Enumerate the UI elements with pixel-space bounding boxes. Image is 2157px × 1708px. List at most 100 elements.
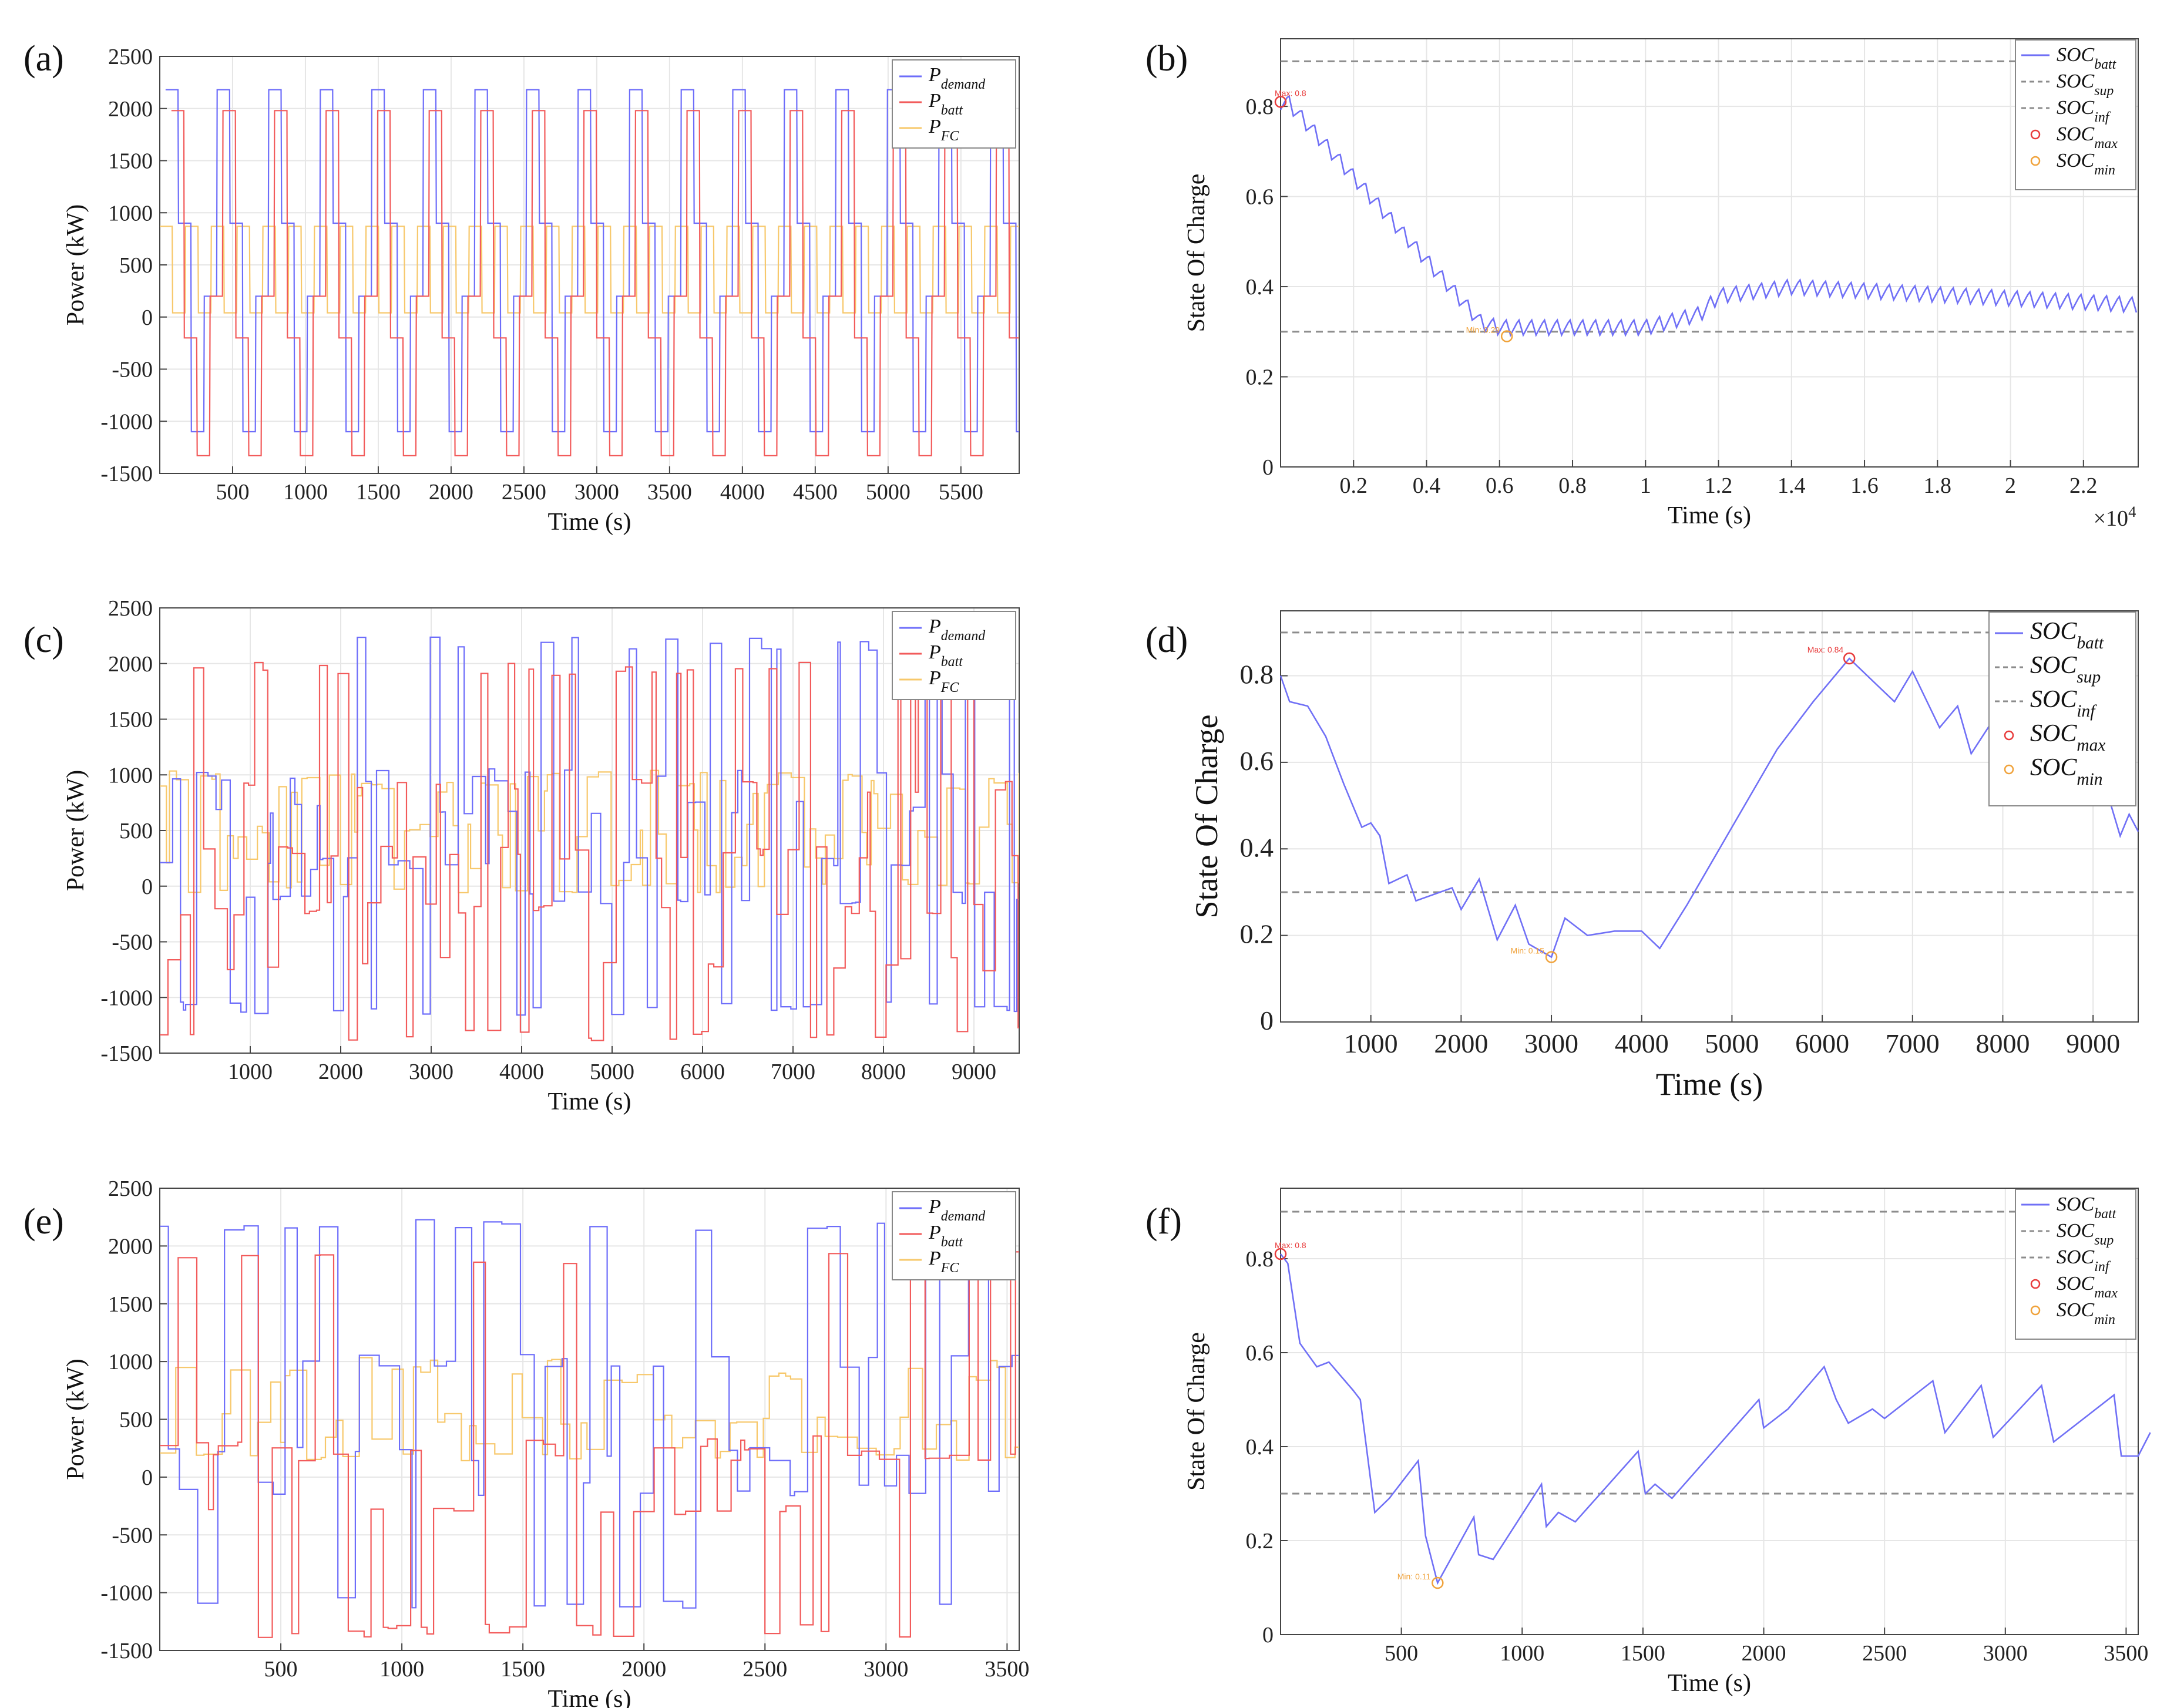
x-tick-label: 2 [2005, 473, 2016, 498]
y-tick-label: 2000 [108, 97, 153, 122]
y-tick-label: -1000 [100, 986, 153, 1010]
y-tick-label: 0 [1262, 455, 1274, 480]
legend-marker [2030, 1279, 2041, 1289]
x-tick-label: 2000 [1742, 1641, 1786, 1666]
x-tick-label: 7000 [1886, 1028, 1940, 1058]
y-tick-label: 0.2 [1246, 365, 1274, 390]
x-tick-label: 2000 [429, 480, 473, 505]
chart-e: 500 1000 1500 2000 2500 3000 3500 -1500 -1000 -50… [23, 1176, 1029, 1708]
soc-min-marker [1500, 330, 1513, 342]
y-tick-label: 0.4 [1240, 832, 1274, 862]
legend-marker [2004, 730, 2014, 741]
legend-entry-batt: SOCbatt [2030, 618, 2104, 653]
x-tick-label: 5000 [1705, 1028, 1759, 1058]
legend-entry-max: SOCmax [2030, 720, 2105, 755]
y-tick-label: -500 [112, 930, 153, 955]
legend-entry-inf: SOCinf [2030, 686, 2097, 721]
legend-entry-demand: Pdemand [928, 1196, 985, 1224]
soc-batt-line [1279, 95, 2138, 337]
y-tick-label: 1000 [108, 1350, 153, 1374]
y-tick-label: 0 [1260, 1006, 1274, 1035]
x-tick-label: 2500 [742, 1657, 787, 1682]
x-tick-label: 0.2 [1340, 473, 1368, 498]
y-tick-label: -1500 [100, 1041, 153, 1066]
x-tick-label: 1000 [1500, 1641, 1544, 1666]
soc-batt-line [1279, 1253, 2151, 1585]
x-tick-label: 2.2 [2069, 473, 2098, 498]
plot-frame [1280, 1188, 2139, 1635]
legend-marker [2004, 764, 2014, 775]
x-tick-label: 3000 [409, 1060, 453, 1084]
x-tick-label: 3000 [864, 1657, 908, 1682]
y-tick-label: 2500 [108, 45, 153, 69]
x-tick-label: 2500 [502, 480, 546, 505]
x-tick-label: 3500 [2104, 1641, 2148, 1666]
series-line-p-fc [160, 226, 1019, 314]
soc-max-marker [1274, 96, 1287, 108]
legend-entry-batt: SOCbatt [2057, 1193, 2117, 1222]
y-tick-label: 0.2 [1246, 1529, 1274, 1554]
legend-entry-demand: Pdemand [928, 616, 985, 644]
series-line-p-batt [160, 661, 1019, 1041]
x-tick-label: 8000 [861, 1060, 906, 1084]
legend-entry-fc: PFC [928, 667, 959, 695]
soc-max-label: Max: 0.8 [1275, 88, 1306, 97]
x-tick-label: 3000 [574, 480, 619, 505]
panel-label: (d) [1145, 620, 1188, 660]
y-tick-label: 500 [119, 253, 153, 278]
legend-box [892, 59, 1016, 149]
soc-max-marker [1274, 1248, 1287, 1260]
y-tick-label: 1500 [108, 708, 153, 732]
legend-marker [2030, 129, 2041, 140]
y-tick-label: 2000 [108, 652, 153, 677]
x-tick-label: 9000 [952, 1060, 996, 1084]
soc-min-label: Min: 0.15 [1510, 946, 1544, 955]
x-tick-label: 500 [1385, 1641, 1418, 1666]
x-tick-label: 1500 [500, 1657, 545, 1682]
legend-entry-sup: SOCsup [2030, 652, 2101, 687]
x-axis-label: Time (s) [1656, 1067, 1763, 1102]
x-tick-label: 2000 [318, 1060, 363, 1084]
y-tick-label: 1000 [108, 201, 153, 226]
legend-entry-demand: Pdemand [928, 64, 985, 92]
series-line-p-fc [160, 769, 1019, 893]
legend-box [892, 1191, 1016, 1280]
x-tick-label: 1000 [1344, 1028, 1398, 1058]
x-tick-label: 2000 [621, 1657, 666, 1682]
legend-entry-fc: PFC [928, 116, 959, 144]
soc-min-label: Min: 0.29 [1466, 325, 1500, 334]
x-tick-label: 3000 [1983, 1641, 2028, 1666]
legend-box [1988, 611, 2136, 806]
x-tick-label: 1.4 [1778, 473, 1806, 498]
legend-entry-fc: PFC [928, 1248, 959, 1276]
x-tick-label: 2500 [1862, 1641, 1907, 1666]
series-line-p-batt [171, 110, 1019, 456]
legend-entry-batt: Pbatt [928, 1222, 963, 1250]
series-line-p-demand [160, 1219, 1019, 1609]
legend-entry-inf: SOCinf [2057, 1246, 2111, 1275]
soc-min-marker [1432, 1576, 1444, 1589]
x-tick-label: 1000 [379, 1657, 424, 1682]
x-tick-label: 3500 [985, 1657, 1029, 1682]
legend-entry-max: SOCmax [2057, 123, 2118, 152]
legend-marker [2030, 1305, 2041, 1316]
y-axis-label: Power (kW) [62, 204, 89, 325]
x-tick-label: 1000 [228, 1060, 273, 1084]
chart-d: 1000 2000 3000 4000 5000 6000 7000 8000 9000 0 0.2… [1145, 610, 2139, 1102]
y-tick-label: 2500 [108, 1176, 153, 1201]
x-tick-label: 0.8 [1558, 473, 1587, 498]
x-tick-label: 3500 [647, 480, 692, 505]
x-multiplier: ×104 [2094, 503, 2136, 531]
x-tick-label: 5500 [939, 480, 983, 505]
panel-label: (c) [23, 620, 64, 660]
soc-max-marker [1843, 652, 1856, 665]
x-tick-label: 6000 [1795, 1028, 1849, 1058]
x-tick-label: 1000 [283, 480, 328, 505]
y-tick-label: 0 [1262, 1623, 1274, 1648]
x-tick-label: 1500 [1621, 1641, 1665, 1666]
x-tick-label: 1500 [356, 480, 401, 505]
x-tick-label: 2000 [1434, 1028, 1488, 1058]
legend-entry-sup: SOCsup [2057, 1220, 2114, 1248]
panel-label: (e) [23, 1202, 64, 1242]
x-axis-label: Time (s) [548, 1686, 631, 1708]
